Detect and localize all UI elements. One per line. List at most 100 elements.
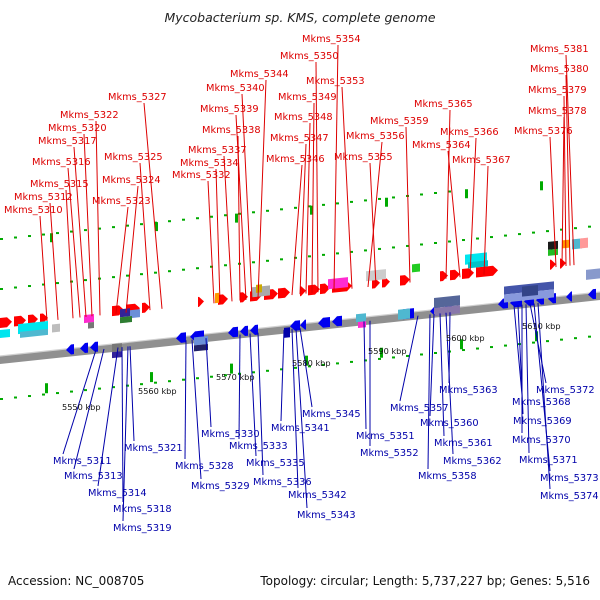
gene-label-mkms-5340: Mkms_5340 (206, 83, 265, 94)
forward-feature-block (130, 309, 140, 319)
forward-label-line (215, 168, 221, 303)
forward-feature-block (256, 284, 262, 293)
reverse-gene-arrow (318, 317, 330, 328)
forward-label-line (65, 189, 74, 319)
tick-mark (168, 220, 171, 223)
tick-mark (476, 347, 479, 350)
forward-label-line (549, 136, 557, 268)
forward-label-line (67, 167, 81, 318)
tick-mark (168, 270, 171, 273)
reverse-feature-block (356, 313, 366, 323)
forward-label-line (235, 114, 247, 300)
tick-mark (392, 356, 395, 359)
forward-feature-block (548, 248, 558, 256)
forward-feature-block (328, 277, 348, 290)
forward-feature-block (88, 322, 94, 329)
gene-label-mkms-5329: Mkms_5329 (191, 481, 250, 492)
gene-label-mkms-5349: Mkms_5349 (278, 92, 337, 103)
forward-label-line (139, 162, 151, 311)
gene-label-mkms-5369: Mkms_5369 (513, 416, 572, 427)
tick-mark (42, 393, 45, 396)
tick-mark (504, 344, 507, 347)
forward-label-line (367, 141, 383, 288)
reverse-label-line (525, 304, 530, 454)
tick-mark (266, 259, 269, 262)
tick-mark (266, 209, 269, 212)
tick-mark (252, 211, 255, 214)
scale-label: 5560 kbp (138, 386, 177, 396)
reverse-label-line (97, 347, 119, 487)
gene-label-mkms-5318: Mkms_5318 (113, 504, 172, 515)
tick-mark (182, 218, 185, 221)
tick-mark (462, 239, 465, 242)
reverse-gene-arrow (566, 291, 572, 302)
reverse-label-line (537, 302, 551, 490)
gene-label-mkms-5358: Mkms_5358 (418, 471, 477, 482)
reverse-gene-arrow (290, 320, 300, 331)
gene-label-mkms-5371: Mkms_5371 (519, 455, 578, 466)
forward-feature-block (215, 292, 219, 304)
gene-label-mkms-5361: Mkms_5361 (434, 438, 493, 449)
forward-feature-block (120, 316, 132, 324)
gene-label-mkms-5365: Mkms_5365 (414, 99, 473, 110)
gene-label-mkms-5346: Mkms_5346 (266, 154, 325, 165)
gene-label-mkms-5345: Mkms_5345 (302, 409, 361, 420)
gene-label-mkms-5354: Mkms_5354 (302, 34, 361, 45)
reverse-feature-block (504, 289, 554, 303)
tick-mark (252, 371, 255, 374)
forward-gene-arrow (0, 317, 12, 328)
major-tick-mark (45, 383, 48, 394)
forward-feature-block (468, 260, 488, 269)
gene-label-mkms-5322: Mkms_5322 (60, 110, 119, 121)
genome-stats-text: Topology: circular; Length: 5,737,227 bp… (260, 574, 590, 588)
tick-mark (574, 337, 577, 340)
forward-label-line (565, 74, 571, 266)
tick-mark (504, 234, 507, 237)
forward-label-line (299, 143, 307, 295)
tick-mark (560, 228, 563, 231)
tick-mark (70, 280, 73, 283)
forward-feature-block (52, 323, 60, 333)
tick-mark (154, 381, 157, 384)
tick-mark (252, 261, 255, 264)
gene-label-mkms-5311: Mkms_5311 (53, 456, 112, 467)
tick-mark (588, 335, 591, 338)
gene-label-mkms-5343: Mkms_5343 (297, 510, 356, 521)
gene-label-mkms-5372: Mkms_5372 (536, 385, 595, 396)
tick-mark (42, 233, 45, 236)
forward-gene-arrow (198, 296, 204, 308)
forward-label-line (333, 44, 339, 291)
forward-gene-arrow (112, 305, 124, 317)
major-tick-mark (460, 339, 463, 350)
forward-label-line (95, 120, 101, 316)
tick-mark (336, 252, 339, 255)
tick-mark (322, 203, 325, 206)
forward-gene-arrow (450, 269, 460, 281)
gene-label-mkms-5378: Mkms_5378 (528, 106, 587, 117)
reverse-feature-block (398, 308, 410, 320)
tick-mark (98, 387, 101, 390)
major-tick-mark (380, 347, 383, 358)
reverse-gene-arrow (300, 319, 306, 330)
scale-label: 5610 kbp (522, 321, 561, 331)
tick-mark (182, 268, 185, 271)
reverse-gene-arrow (80, 342, 88, 353)
reverse-label-line (238, 334, 241, 440)
gene-label-mkms-5325: Mkms_5325 (104, 152, 163, 163)
tick-mark (364, 359, 367, 362)
forward-label-line (83, 133, 93, 317)
forward-label-line (341, 86, 353, 289)
gene-label-mkms-5370: Mkms_5370 (512, 435, 571, 446)
forward-gene-arrow (278, 287, 290, 299)
tick-mark (266, 369, 269, 372)
gene-label-mkms-5374: Mkms_5374 (540, 491, 599, 502)
gene-label-mkms-5380: Mkms_5380 (530, 64, 589, 75)
tick-mark (490, 236, 493, 239)
gene-label-mkms-5315: Mkms_5315 (30, 179, 89, 190)
tick-mark (420, 353, 423, 356)
forward-label-line (305, 122, 311, 294)
forward-gene-arrow (440, 271, 448, 282)
gene-label-mkms-5341: Mkms_5341 (271, 423, 330, 434)
tick-mark (378, 357, 381, 360)
scale-label: 5550 kbp (62, 402, 101, 412)
